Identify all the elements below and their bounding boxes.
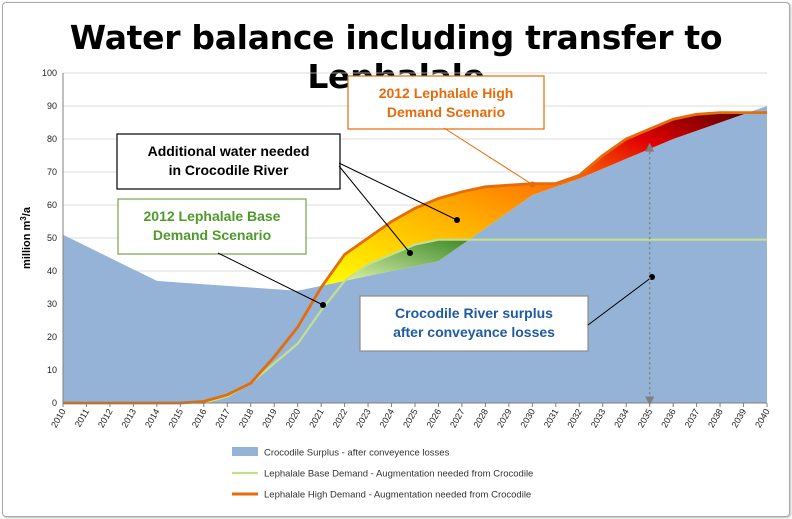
x-tick-label: 2017 [213,407,232,429]
y-tick-label: 50 [47,233,57,243]
y-tick-label: 40 [47,266,57,276]
leader-additional-1 [338,162,458,221]
x-tick-label: 2036 [659,407,678,429]
x-tick-label: 2013 [119,407,138,429]
y-tick-label: 30 [47,299,57,309]
y-tick-label: 60 [47,200,57,210]
leader-dot [320,302,326,308]
legend-label: Lephalale High Demand - Augmentation nee… [264,490,531,501]
x-tick-label: 2014 [143,407,162,429]
x-tick-label: 2028 [471,407,490,429]
x-tick-label: 2016 [190,407,209,429]
x-tick-label: 2040 [753,407,772,429]
x-tick-label: 2039 [730,407,749,429]
x-tick-label: 2038 [706,407,725,429]
y-tick-label: 20 [47,332,57,342]
leader-base-demand [217,252,324,306]
legend-swatch-surplus [232,447,258,456]
x-tick-label: 2032 [565,407,584,429]
callout-box [116,133,341,190]
callout-box [359,295,589,352]
x-tick-label: 2022 [331,407,350,429]
series-area-crocodile-surplus [63,106,767,403]
legend-label: Lephalale Base Demand - Augmentation nee… [264,469,533,480]
x-tick-label: 2035 [636,407,655,429]
x-tick-label: 2020 [284,407,303,429]
callout-base-demand: 2012 Lephalale Base Demand Scenario [117,198,307,255]
callout-additional-water: Additional water needed in Crocodile Rive… [116,133,341,190]
x-tick-label: 2027 [448,407,467,429]
x-tick-label: 2025 [401,407,420,429]
callout-box [347,75,545,130]
x-tick-label: 2026 [425,407,444,429]
callout-surplus: Crocodile River surplus after conveyance … [359,295,589,352]
callout-text-line: 2012 Lephalale High [379,85,514,101]
x-tick-label: 2015 [166,407,185,429]
y-tick-label: 80 [47,134,57,144]
x-tick-label: 2034 [612,407,631,429]
legend-label: Crocodile Surplus - after conveyence los… [264,448,450,459]
y-tick-label: 10 [47,365,57,375]
y-tick-label: 0 [52,398,57,408]
x-tick-label: 2030 [518,407,537,429]
callout-text-line: 2012 Lephalale Base [144,208,281,224]
leader-additional-2 [338,165,411,254]
callout-text-line: Crocodile River surplus [395,305,553,321]
x-tick-label: 2037 [683,407,702,429]
y-axis-title: million m3/a [19,206,33,269]
callout-box [117,198,307,255]
deficit-area-base-demand [344,239,469,281]
callout-text-line: in Crocodile River [169,162,289,178]
x-tick-label: 2024 [378,407,397,429]
callout-text-line: Demand Scenario [153,227,271,243]
leader-high-demand [443,127,533,185]
x-tick-label: 2019 [260,407,279,429]
leader-dot [454,217,460,223]
x-tick-label: 2023 [354,407,373,429]
annotations: 2012 Lephalale High Demand Scenario Additi… [116,75,655,406]
legend: Crocodile Surplus - after conveyence los… [232,447,533,501]
x-tick-label: 2010 [49,407,68,429]
y-tick-label: 90 [47,101,57,111]
y-tick-label: 100 [42,68,57,78]
x-tick-label: 2021 [307,407,326,429]
x-tick-label: 2018 [237,407,256,429]
leader-surplus [587,276,653,326]
callout-text-line: Additional water needed [148,143,310,159]
callout-high-demand: 2012 Lephalale High Demand Scenario [347,75,545,130]
leader-dot [407,250,413,256]
x-tick-label: 2033 [589,407,608,429]
callout-text-line: after conveyance losses [393,324,555,340]
x-tick-label: 2029 [495,407,514,429]
x-tick-label: 2011 [73,407,91,429]
x-tick-label: 2031 [542,407,561,429]
y-tick-label: 70 [47,167,57,177]
callout-text-line: Demand Scenario [387,104,505,120]
leader-dot [529,181,536,188]
x-tick-label: 2012 [96,407,115,429]
